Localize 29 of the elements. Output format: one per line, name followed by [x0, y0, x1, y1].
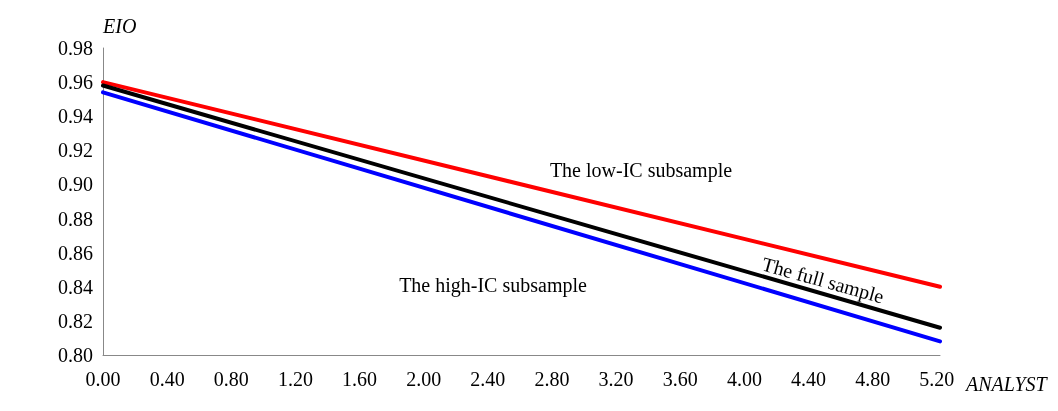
- y-tick-label: 0.98: [58, 37, 93, 59]
- y-tick-label: 0.92: [58, 139, 93, 162]
- x-tick-label: 1.60: [342, 368, 378, 390]
- y-axis-title: EIO: [102, 15, 137, 37]
- x-axis-title: ANALYST: [964, 373, 1049, 395]
- y-tick-label: 0.84: [58, 275, 93, 298]
- text: The full sample: [759, 252, 887, 309]
- x-tick-label: 0.40: [149, 368, 185, 390]
- x-tick-label: 3.60: [662, 368, 698, 390]
- y-tick-label: 0.96: [58, 71, 93, 94]
- series-label: The low-IC subsample: [549, 159, 733, 182]
- x-tick-label: 2.40: [470, 368, 506, 390]
- y-tick-label: 0.90: [58, 173, 93, 196]
- x-tick-label: 4.80: [855, 368, 891, 390]
- x-tick-label: 1.20: [277, 368, 313, 390]
- y-tick-label: 0.88: [58, 207, 93, 230]
- series-label: The high-IC subsample: [399, 274, 587, 297]
- x-tick-label: 5.20: [919, 368, 955, 390]
- x-tick-label: 0.80: [213, 368, 249, 390]
- x-tick-label: 4.00: [726, 368, 762, 390]
- y-tick-label: 0.82: [58, 309, 93, 332]
- y-tick-label: 0.94: [58, 105, 93, 128]
- x-tick-label: 2.80: [534, 368, 570, 390]
- x-tick-label: 2.00: [406, 368, 442, 390]
- y-tick-label: 0.80: [58, 344, 93, 366]
- x-tick-label: 4.40: [791, 368, 827, 390]
- x-tick-label: 0.00: [85, 368, 121, 390]
- x-tick-label: 3.20: [598, 368, 634, 390]
- y-tick-label: 0.86: [58, 241, 93, 264]
